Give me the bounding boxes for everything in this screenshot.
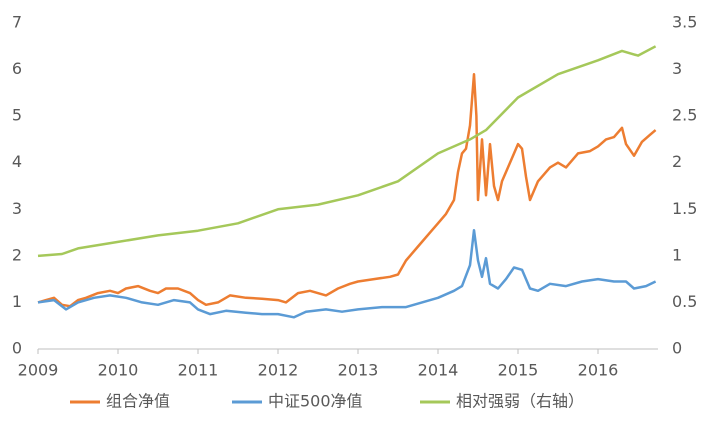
y2-tick-label: 1.5 bbox=[672, 199, 697, 218]
y-tick-label: 3 bbox=[12, 199, 22, 218]
x-tick-label: 2013 bbox=[338, 361, 379, 380]
y2-tick-label: 2 bbox=[672, 152, 682, 171]
y-tick-label: 0 bbox=[12, 339, 22, 358]
series-line bbox=[37, 228, 657, 319]
y-tick-label: 2 bbox=[12, 245, 22, 264]
x-tick-label: 2009 bbox=[18, 361, 59, 380]
y2-tick-label: 2.5 bbox=[672, 106, 697, 125]
x-tick-label: 2012 bbox=[258, 361, 299, 380]
series-line bbox=[37, 45, 657, 258]
x-tick-label: 2014 bbox=[418, 361, 459, 380]
y2-tick-label: 0 bbox=[672, 339, 682, 358]
legend-label: 组合净值 bbox=[106, 392, 170, 411]
y-tick-label: 5 bbox=[12, 106, 22, 125]
y2-tick-label: 3 bbox=[672, 59, 682, 78]
x-tick-label: 2015 bbox=[498, 361, 539, 380]
y-tick-label: 6 bbox=[12, 59, 22, 78]
y-tick-label: 4 bbox=[12, 152, 22, 171]
y2-tick-label: 0.5 bbox=[672, 292, 697, 311]
series-line bbox=[37, 72, 657, 308]
y2-tick-label: 1 bbox=[672, 245, 682, 264]
y2-tick-label: 3.5 bbox=[672, 13, 697, 32]
legend-label: 相对强弱（右轴） bbox=[456, 392, 584, 411]
y-tick-label: 7 bbox=[12, 13, 22, 32]
x-tick-label: 2010 bbox=[98, 361, 139, 380]
x-tick-label: 2016 bbox=[578, 361, 619, 380]
y-tick-label: 1 bbox=[12, 292, 22, 311]
legend-label: 中证500净值 bbox=[268, 392, 363, 411]
x-tick-label: 2011 bbox=[178, 361, 219, 380]
